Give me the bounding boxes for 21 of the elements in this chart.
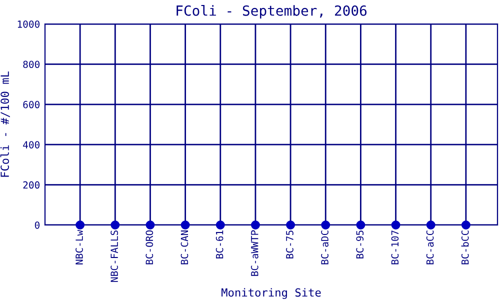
y-tick-label: 400: [23, 141, 40, 148]
y-tick-label: 800: [23, 60, 40, 68]
x-tick-label: BC-ORO: [146, 230, 154, 264]
y-tick-label: 1000: [18, 20, 40, 28]
x-tick-label: BC-CAN: [180, 230, 188, 264]
y-axis-title: FColi - #/100 mL: [0, 71, 10, 177]
x-tick-label: BC-107: [391, 230, 399, 264]
chart-title: FColi - September, 2006: [176, 5, 367, 19]
x-tick-label: BC-bCC: [461, 230, 469, 264]
y-tick-label: 200: [23, 181, 40, 189]
x-tick-label: BC-75: [286, 230, 294, 258]
x-tick-label: BC-aCC: [426, 230, 434, 264]
y-tick-label: 600: [23, 100, 40, 108]
y-tick-label: 0: [34, 222, 40, 229]
x-axis-title: Monitoring Site: [222, 288, 321, 299]
x-tick-label: NBC-FALLS: [110, 230, 118, 282]
x-tick-label: NBC-Lw: [76, 230, 83, 264]
x-tick-label: BC-95: [356, 230, 364, 258]
x-tick-label: BC-61: [216, 230, 224, 258]
x-tick-label: BC-aDC: [321, 230, 328, 264]
x-tick-label: BC-aWWTP: [250, 230, 258, 276]
